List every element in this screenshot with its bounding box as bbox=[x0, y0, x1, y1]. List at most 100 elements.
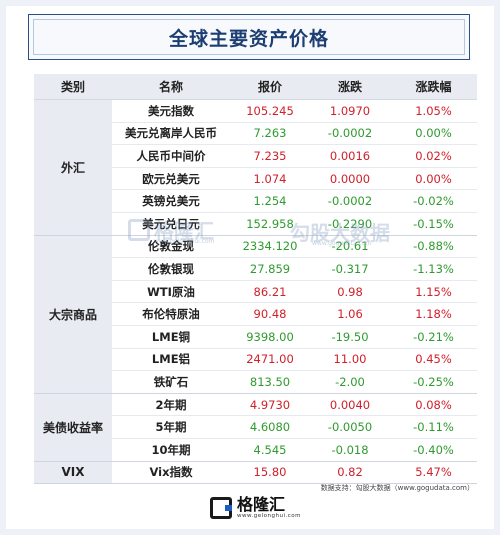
data-source-note: 数据支持：勾股大数据（www.gogudata.com） bbox=[320, 484, 474, 492]
change-cell: 0.0000 bbox=[310, 167, 390, 191]
change-cell: 0.0040 bbox=[310, 393, 390, 417]
footer-brand: 格隆汇 bbox=[237, 495, 286, 514]
price-cell: 1.074 bbox=[230, 167, 310, 191]
footer-logo: 格隆汇 www.gelonghui.com bbox=[210, 496, 301, 519]
change-pct-cell: -0.15% bbox=[390, 212, 477, 236]
table-row: 美元兑离岸人民币 7.263 -0.0002 0.00% bbox=[34, 122, 477, 146]
category-cell: 美债收益率 bbox=[34, 393, 112, 462]
footer-url: www.gelonghui.com bbox=[237, 513, 301, 519]
table-row: 外汇 美元指数 105.245 1.0970 1.05% bbox=[34, 99, 477, 236]
change-cell: 11.00 bbox=[310, 348, 390, 372]
change-cell: -2.00 bbox=[310, 370, 390, 394]
asset-name-cell: 伦敦银现 bbox=[112, 257, 230, 281]
table-row: 美元兑日元 152.958 -0.2290 -0.15% bbox=[34, 212, 477, 236]
change-cell: -0.018 bbox=[310, 438, 390, 462]
price-cell: 1.254 bbox=[230, 189, 310, 213]
price-cell: 4.9730 bbox=[230, 393, 310, 417]
table-row: 大宗商品 伦敦金现 2334.120 -20.61 -0.88% bbox=[34, 235, 477, 394]
watermark-brand-url: www.gelonghui.com bbox=[154, 238, 215, 245]
asset-name-cell: LME铝 bbox=[112, 348, 230, 372]
asset-name-cell: 10年期 bbox=[112, 438, 230, 462]
price-cell: 4.545 bbox=[230, 438, 310, 462]
asset-name-cell: 铁矿石 bbox=[112, 370, 230, 394]
change-cell: -0.2290 bbox=[310, 212, 390, 236]
price-cell: 152.958 bbox=[230, 212, 310, 236]
table-row: 人民币中间价 7.235 0.0016 0.02% bbox=[34, 144, 477, 168]
change-pct-cell: 1.05% bbox=[390, 99, 477, 123]
change-pct-cell: -0.25% bbox=[390, 370, 477, 394]
change-pct-cell: 5.47% bbox=[390, 461, 477, 485]
category-cell: 大宗商品 bbox=[34, 235, 112, 394]
change-pct-cell: 0.45% bbox=[390, 348, 477, 372]
change-cell: 1.0970 bbox=[310, 99, 390, 123]
change-pct-cell: 1.15% bbox=[390, 280, 477, 304]
change-pct-cell: 1.18% bbox=[390, 302, 477, 326]
table-row: VIX Vix指数 15.80 0.82 5.47% bbox=[34, 461, 477, 485]
category-cell: 外汇 bbox=[34, 99, 112, 236]
price-cell: 15.80 bbox=[230, 461, 310, 485]
table-row: 英镑兑美元 1.254 -0.0002 -0.02% bbox=[34, 189, 477, 213]
change-cell: -0.0050 bbox=[310, 415, 390, 439]
page-title: 全球主要资产价格 bbox=[168, 27, 329, 50]
change-cell: 0.0016 bbox=[310, 144, 390, 168]
change-cell: 1.06 bbox=[310, 302, 390, 326]
price-cell: 2471.00 bbox=[230, 348, 310, 372]
column-header-category: 类别 bbox=[34, 74, 112, 100]
price-cell: 105.245 bbox=[230, 99, 310, 123]
table-row: LME铝 2471.00 11.00 0.45% bbox=[34, 348, 477, 372]
column-header-change-pct: 涨跌幅 bbox=[390, 74, 477, 100]
title-box: 全球主要资产价格 bbox=[28, 14, 470, 60]
asset-name-cell: 伦敦金现 bbox=[112, 235, 230, 259]
change-pct-cell: -0.02% bbox=[390, 189, 477, 213]
asset-name-cell: 美元指数 bbox=[112, 99, 230, 123]
price-cell: 813.50 bbox=[230, 370, 310, 394]
price-cell: 7.263 bbox=[230, 122, 310, 146]
price-cell: 7.235 bbox=[230, 144, 310, 168]
asset-name-cell: 英镑兑美元 bbox=[112, 189, 230, 213]
table-row: 布伦特原油 90.48 1.06 1.18% bbox=[34, 302, 477, 326]
change-cell: 0.98 bbox=[310, 280, 390, 304]
price-cell: 9398.00 bbox=[230, 325, 310, 349]
change-pct-cell: -1.13% bbox=[390, 257, 477, 281]
asset-name-cell: WTI原油 bbox=[112, 280, 230, 304]
column-header-name: 名称 bbox=[112, 74, 230, 100]
change-cell: -19.50 bbox=[310, 325, 390, 349]
column-header-price: 报价 bbox=[230, 74, 310, 100]
table-row: 欧元兑美元 1.074 0.0000 0.00% bbox=[34, 167, 477, 191]
change-cell: -0.0002 bbox=[310, 189, 390, 213]
column-header-change: 涨跌 bbox=[310, 74, 390, 100]
price-cell: 86.21 bbox=[230, 280, 310, 304]
change-cell: -0.317 bbox=[310, 257, 390, 281]
change-pct-cell: 0.02% bbox=[390, 144, 477, 168]
change-pct-cell: 0.00% bbox=[390, 122, 477, 146]
change-cell: -20.61 bbox=[310, 235, 390, 259]
asset-name-cell: 美元兑日元 bbox=[112, 212, 230, 236]
gelonghui-logo-icon bbox=[210, 496, 232, 519]
price-cell: 90.48 bbox=[230, 302, 310, 326]
change-pct-cell: 0.08% bbox=[390, 393, 477, 417]
price-cell: 2334.120 bbox=[230, 235, 310, 259]
asset-name-cell: 布伦特原油 bbox=[112, 302, 230, 326]
table-row: 铁矿石 813.50 -2.00 -0.25% bbox=[34, 370, 477, 394]
asset-name-cell: 2年期 bbox=[112, 393, 230, 417]
change-pct-cell: 0.00% bbox=[390, 167, 477, 191]
asset-name-cell: LME铜 bbox=[112, 325, 230, 349]
watermark-data-url: www.gogudata.com bbox=[312, 240, 372, 247]
table-row: 伦敦银现 27.859 -0.317 -1.13% bbox=[34, 257, 477, 281]
table-row: 10年期 4.545 -0.018 -0.40% bbox=[34, 438, 477, 462]
change-pct-cell: -0.21% bbox=[390, 325, 477, 349]
change-cell: -0.0002 bbox=[310, 122, 390, 146]
table-row: LME铜 9398.00 -19.50 -0.21% bbox=[34, 325, 477, 349]
table-row: WTI原油 86.21 0.98 1.15% bbox=[34, 280, 477, 304]
table-row: 5年期 4.6080 -0.0050 -0.11% bbox=[34, 415, 477, 439]
asset-name-cell: 美元兑离岸人民币 bbox=[112, 122, 230, 146]
change-pct-cell: -0.40% bbox=[390, 438, 477, 462]
table-row: 美债收益率 2年期 4.9730 0.0040 0.08% bbox=[34, 393, 477, 462]
asset-name-cell: 人民币中间价 bbox=[112, 144, 230, 168]
category-cell: VIX bbox=[34, 461, 112, 485]
price-cell: 4.6080 bbox=[230, 415, 310, 439]
price-cell: 27.859 bbox=[230, 257, 310, 281]
change-cell: 0.82 bbox=[310, 461, 390, 485]
asset-name-cell: Vix指数 bbox=[112, 461, 230, 485]
table-header-row: 类别 名称 报价 涨跌 涨跌幅 bbox=[34, 74, 477, 100]
